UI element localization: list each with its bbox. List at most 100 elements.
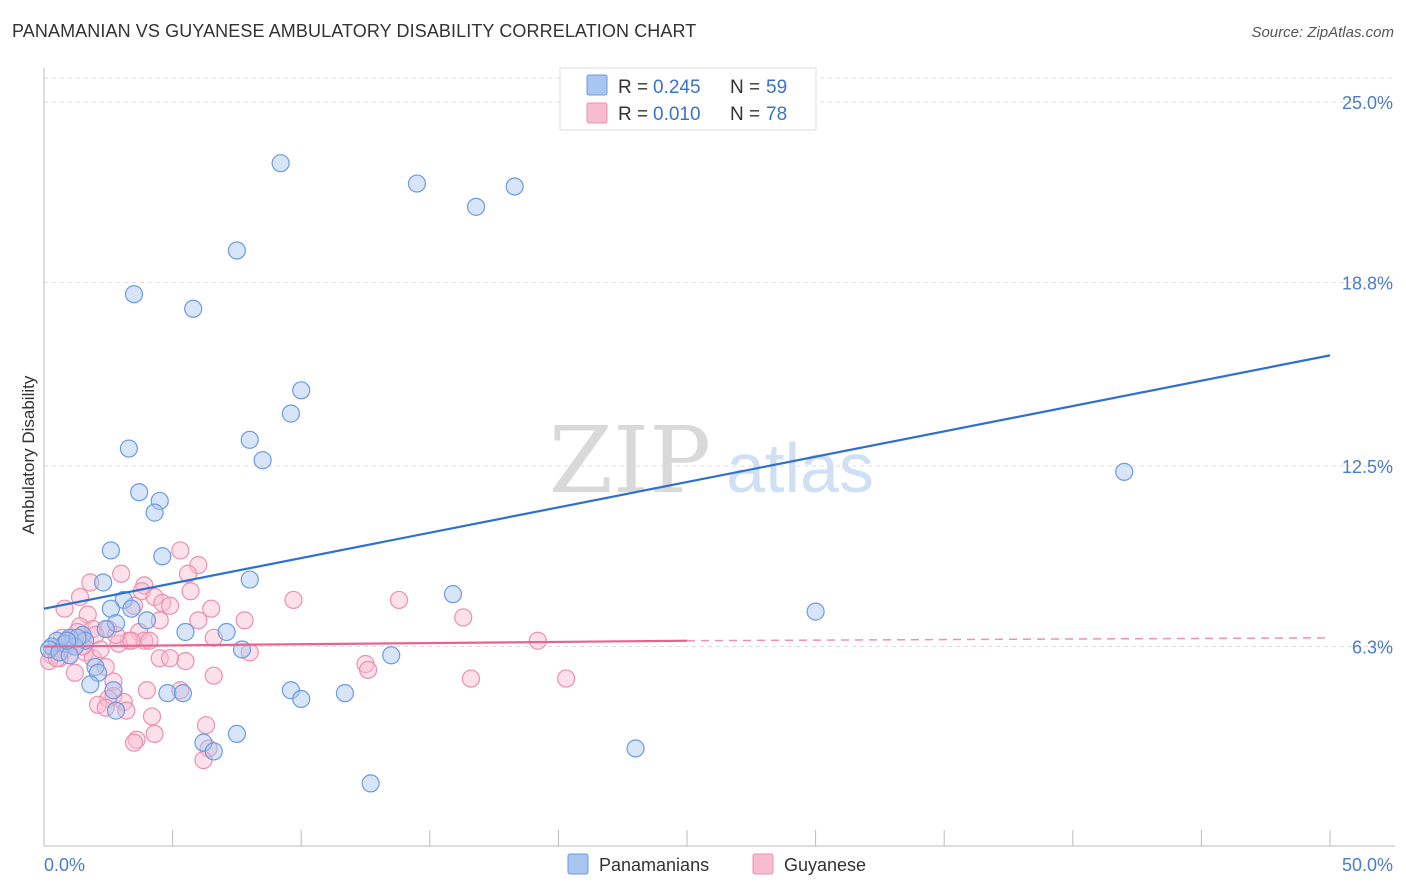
panamanians-point bbox=[240, 570, 259, 589]
panamanians-point bbox=[382, 646, 401, 665]
panamanians-point bbox=[176, 622, 195, 642]
watermark-atlas: atlas bbox=[726, 429, 874, 507]
y-tick-label: 6.3% bbox=[1352, 638, 1393, 658]
guyanese-point bbox=[124, 596, 144, 615]
panamanians-point bbox=[40, 640, 59, 659]
panamanians-point bbox=[292, 381, 311, 400]
panamanians-point bbox=[145, 503, 164, 522]
panamanians-point bbox=[240, 430, 259, 449]
guyanese-point bbox=[528, 631, 547, 650]
guyanese-point bbox=[204, 666, 223, 685]
panamanians-point bbox=[806, 602, 825, 621]
guyanese-point bbox=[160, 596, 180, 615]
panamanians-point bbox=[101, 541, 120, 560]
panamanians-point bbox=[253, 451, 272, 470]
panamanians-point bbox=[106, 614, 126, 633]
chart-source: Source: ZipAtlas.com bbox=[1251, 24, 1394, 41]
legend-r-label-2: R = bbox=[618, 104, 648, 125]
guyanese-point bbox=[284, 590, 303, 610]
guyanese-point bbox=[96, 698, 115, 717]
panamanians-point bbox=[227, 241, 246, 260]
watermark-zip: ZIP bbox=[549, 407, 711, 514]
panamanians-point bbox=[124, 285, 144, 304]
guyanese-trend-line bbox=[43, 639, 688, 648]
guyanese-point bbox=[145, 724, 164, 744]
panamanians-point bbox=[407, 174, 427, 193]
guyanese-point bbox=[127, 730, 146, 749]
guyanese-point bbox=[181, 582, 200, 601]
panamanians-point bbox=[119, 439, 138, 458]
guyanese-point bbox=[389, 590, 409, 610]
guyanese-point bbox=[137, 681, 156, 700]
trend-lines bbox=[43, 354, 1331, 648]
y-axis-label: Ambulatory Disability bbox=[19, 375, 38, 534]
legend-n-label-1: N = bbox=[730, 77, 760, 98]
panamanians-point bbox=[292, 689, 311, 709]
legend-n-label-2: N = bbox=[730, 104, 760, 125]
panamanians-point bbox=[96, 619, 115, 639]
panamanians-point bbox=[335, 684, 355, 703]
guyanese-points bbox=[40, 541, 576, 770]
gridlines bbox=[44, 77, 1395, 648]
panamanians-point bbox=[281, 404, 301, 423]
axes bbox=[43, 68, 1395, 847]
bottom-legend-guyanese: Guyanese bbox=[784, 855, 866, 875]
guyanese-point bbox=[358, 660, 378, 679]
panamanians-point bbox=[1115, 462, 1134, 481]
guyanese-point bbox=[202, 599, 221, 618]
guyanese-point bbox=[117, 701, 136, 720]
guyanese-trend-extension bbox=[686, 637, 1331, 642]
guyanese-point bbox=[91, 640, 110, 659]
guyanese-point bbox=[124, 733, 144, 752]
panamanians-point bbox=[106, 701, 126, 720]
legend-r-value-2: 0.010 bbox=[653, 104, 701, 125]
panamanians-point bbox=[271, 154, 290, 173]
chart-title: PANAMANIAN VS GUYANESE AMBULATORY DISABI… bbox=[12, 21, 697, 41]
panamanians-point bbox=[158, 684, 177, 703]
guyanese-point bbox=[65, 663, 84, 682]
panamanians-point bbox=[204, 742, 223, 761]
guyanese-point bbox=[454, 608, 473, 627]
panamanians-point bbox=[217, 622, 236, 642]
tick-labels: 25.0% 18.8% 12.5% 6.3% 0.0% 50.0% bbox=[44, 93, 1393, 875]
panamanians-point bbox=[227, 724, 246, 744]
guyanese-point bbox=[178, 564, 198, 583]
bottom-legend-swatch-panamanians bbox=[567, 853, 589, 875]
guyanese-point bbox=[557, 669, 576, 688]
panamanians-point bbox=[173, 684, 192, 703]
guyanese-point bbox=[142, 707, 162, 726]
panamanians-point bbox=[443, 585, 463, 604]
panamanians-point bbox=[150, 491, 169, 511]
legend-r-label-1: R = bbox=[618, 77, 648, 98]
legend-n-value-2: 78 bbox=[766, 104, 787, 125]
legend-swatch-guyanese bbox=[586, 102, 608, 124]
guyanese-point bbox=[189, 611, 208, 630]
panamanians-point bbox=[137, 611, 156, 630]
guyanese-point bbox=[461, 669, 481, 688]
panamanians-point bbox=[94, 573, 113, 592]
panamanians-point bbox=[153, 547, 172, 566]
x-tick-label-max: 50.0% bbox=[1342, 855, 1393, 875]
guyanese-point bbox=[112, 564, 131, 583]
bottom-legend-swatch-guyanese bbox=[752, 853, 774, 875]
legend-swatch-panamanians bbox=[586, 74, 608, 96]
panamanians-point bbox=[466, 197, 486, 216]
guyanese-point bbox=[150, 649, 169, 668]
guyanese-point bbox=[235, 611, 254, 630]
panamanians-trend-line bbox=[43, 354, 1331, 610]
guyanese-point bbox=[150, 611, 169, 630]
y-tick-label: 25.0% bbox=[1342, 93, 1393, 113]
guyanese-point bbox=[196, 716, 216, 735]
panamanians-points bbox=[40, 154, 1134, 793]
panamanians-point bbox=[505, 177, 524, 196]
panamanians-point bbox=[130, 483, 149, 502]
panamanians-point bbox=[58, 631, 77, 650]
bottom-legend: Panamanians Guyanese bbox=[567, 853, 866, 875]
legend-r-value-1: 0.245 bbox=[653, 77, 701, 98]
x-tick-label-min: 0.0% bbox=[44, 855, 85, 875]
y-tick-label: 18.8% bbox=[1342, 274, 1393, 294]
panamanians-point bbox=[81, 675, 100, 694]
panamanians-point bbox=[232, 640, 252, 659]
y-tick-label: 12.5% bbox=[1342, 457, 1393, 477]
